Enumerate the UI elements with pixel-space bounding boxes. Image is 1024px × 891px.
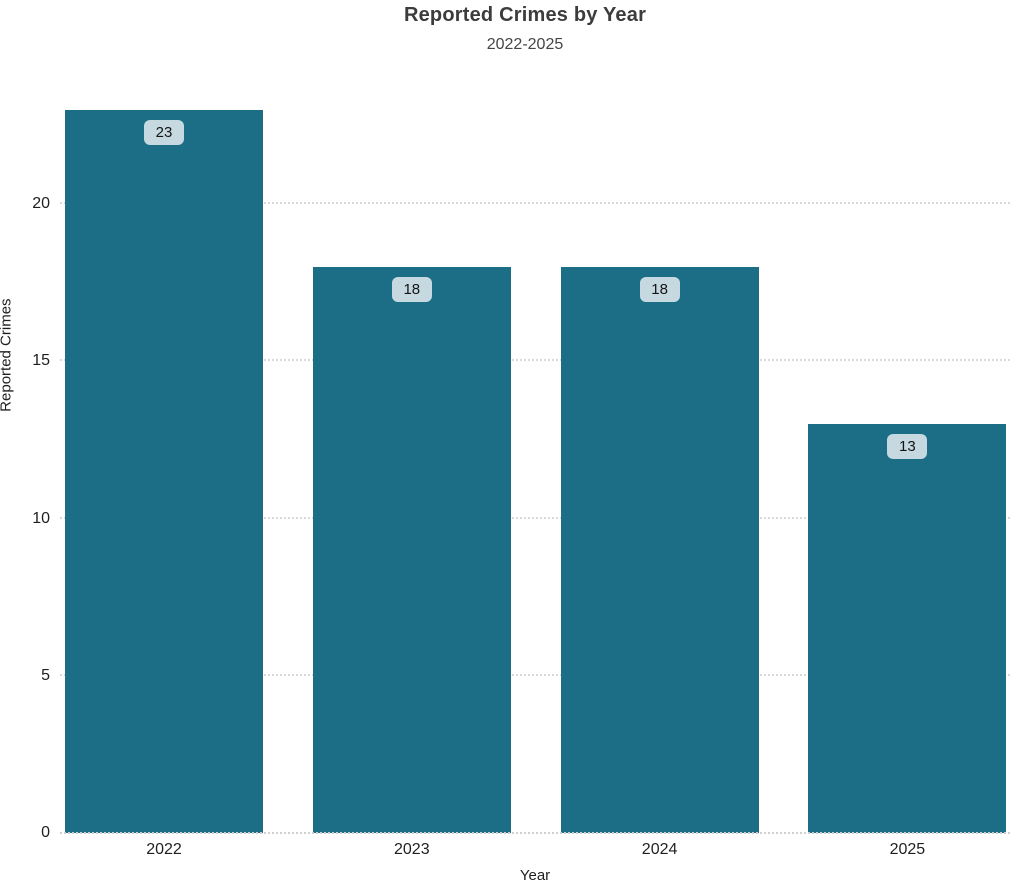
y-tick-10: 10 xyxy=(32,509,50,527)
x-axis-label: Year xyxy=(519,867,551,884)
x-tick-2024: 2024 xyxy=(641,841,678,858)
bar-2023: 18 xyxy=(312,267,511,833)
x-tick-2023: 2023 xyxy=(394,841,430,858)
baseline-gridline xyxy=(60,832,1010,834)
gridline-y-20 xyxy=(60,202,1010,205)
bar-2024: 18 xyxy=(560,267,759,833)
plot-area: 0 5 10 15 20 23 2022 18 2023 18 2024 13 2025 xyxy=(32,88,1010,858)
y-tick-0: 0 xyxy=(41,824,50,841)
bar-value-label-2025: 13 xyxy=(887,434,928,460)
chart-subtitle: 2022-2025 xyxy=(486,36,564,53)
y-tick-20: 20 xyxy=(32,195,50,213)
chart-header: Reported Crimes by Year 2022-2025 xyxy=(30,4,1020,54)
gridline-y-10 xyxy=(60,516,1010,519)
gridline-y-5 xyxy=(60,673,1010,676)
gridline-y-15 xyxy=(60,359,1010,362)
bar-value-label-2024: 18 xyxy=(639,277,680,303)
bar-value-label-2022: 23 xyxy=(144,120,184,146)
bar-value-label-2023: 18 xyxy=(391,277,432,303)
y-tick-5: 5 xyxy=(41,666,50,684)
x-tick-2025: 2025 xyxy=(889,841,926,858)
y-tick-15: 15 xyxy=(32,352,50,370)
y-axis-label: Reported Crimes xyxy=(0,298,15,412)
bar-2025: 13 xyxy=(808,424,1007,833)
chart-title: Reported Crimes by Year xyxy=(403,4,647,26)
x-tick-2022: 2022 xyxy=(146,841,182,858)
bar-2022: 23 xyxy=(65,110,263,833)
